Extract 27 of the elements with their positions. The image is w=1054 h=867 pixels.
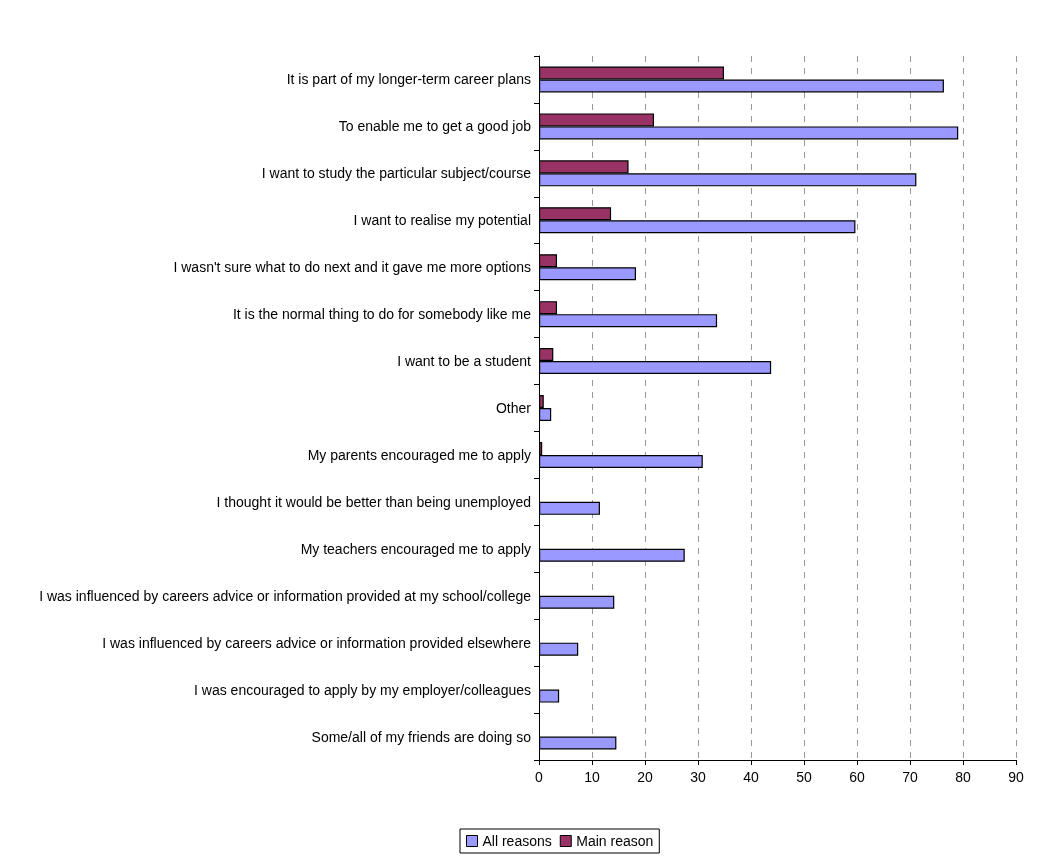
y-tick-label: To enable me to get a good job (338, 118, 532, 135)
x-tick-label: 50 (796, 769, 812, 785)
x-tick-label: 70 (902, 769, 918, 785)
y-tick-label: I thought it would be better than being unemployed (216, 493, 531, 510)
y-tick-label: I want to realise my potential (353, 212, 531, 229)
y-tick-label: I was influenced by careers advice or information provided at my school/college (39, 587, 532, 604)
y-tick-label: Other (495, 400, 532, 416)
y-tick-label: I want to be a student (397, 353, 532, 370)
y-tick-label: My teachers encouraged me to apply (300, 540, 531, 557)
x-tick-label: 90 (1008, 769, 1024, 785)
y-tick-label: My parents encouraged me to apply (307, 446, 531, 463)
y-tick-label: I was encouraged to apply by my employer/colleagues (194, 681, 531, 698)
legend-label: All reasons (482, 833, 552, 849)
y-tick-label: It is part of my longer-term career plans (286, 71, 531, 88)
x-tick-label: 0 (535, 769, 544, 785)
x-tick-label: 20 (637, 769, 653, 785)
x-tick-label: 80 (955, 769, 971, 785)
y-tick-label: It is the normal thing to do for somebody like me (232, 306, 532, 323)
legend-label: Main reason (576, 833, 654, 849)
x-tick-label: 30 (690, 769, 706, 785)
x-tick-label: 40 (743, 769, 759, 785)
x-tick-label: 10 (584, 769, 600, 785)
x-tick-label: 60 (849, 769, 865, 785)
y-tick-label: I wasn't sure what to do next and it gave me more options (173, 259, 531, 276)
y-tick-label: I was influenced by careers advice or information provided elsewhere (102, 634, 532, 651)
y-tick-label: Some/all of my friends are doing so (311, 728, 532, 745)
y-tick-label: I want to study the particular subject/course (261, 165, 532, 182)
